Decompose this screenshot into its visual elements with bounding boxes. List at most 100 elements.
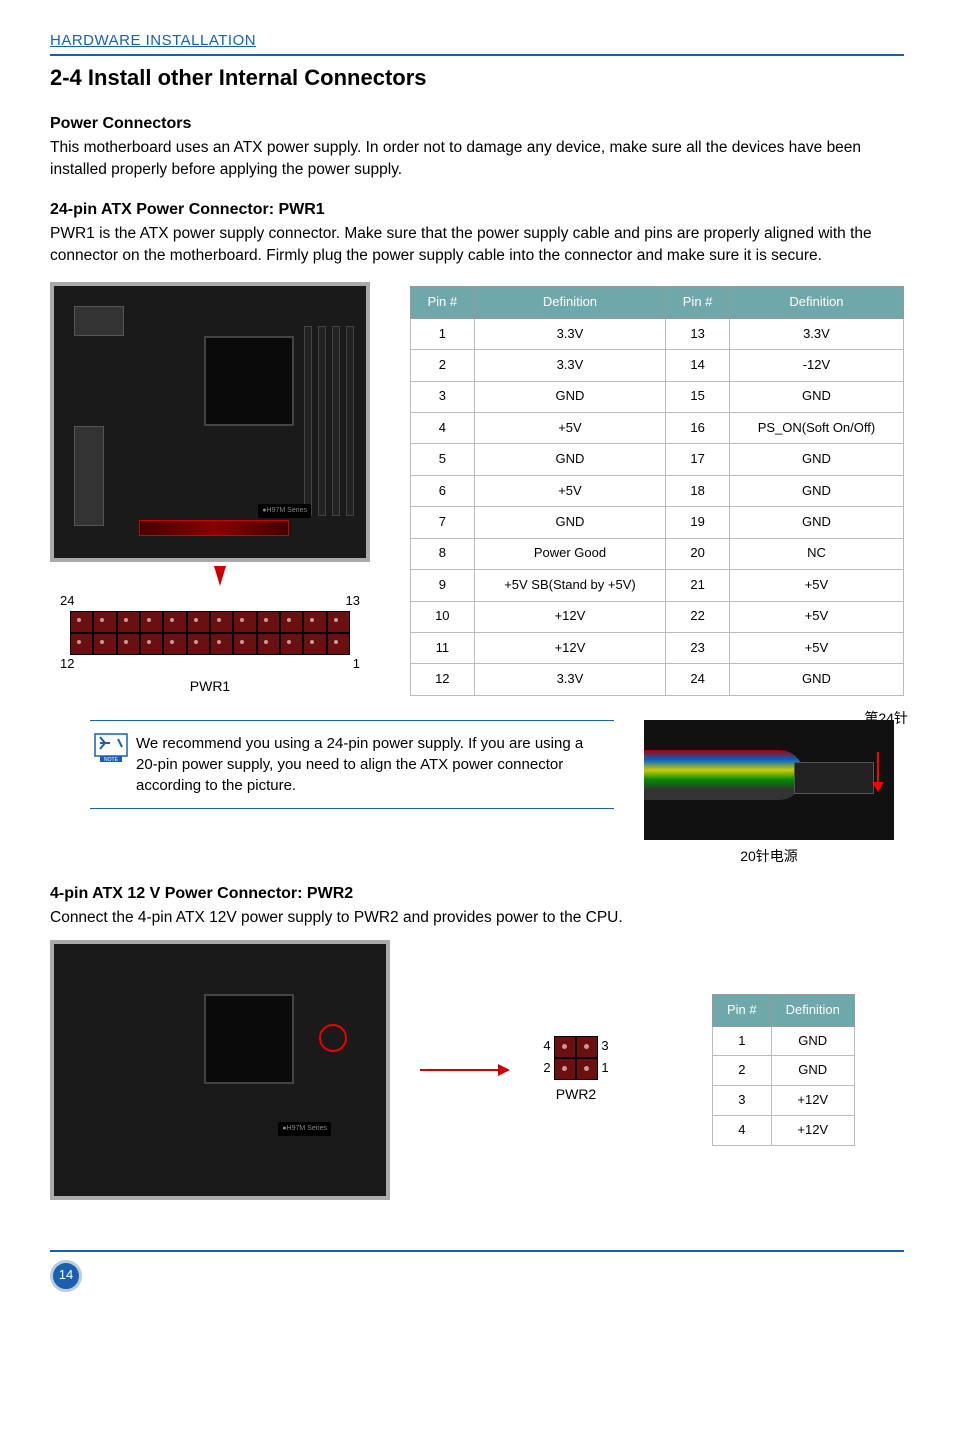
pwr2-connector-diagram: 4 3 2 1 PWR2 xyxy=(540,1036,612,1104)
note-icon: NOTE xyxy=(94,733,128,763)
table-cell: 2 xyxy=(411,350,475,381)
table-cell: 23 xyxy=(666,632,730,663)
table-header: Definition xyxy=(729,286,903,318)
table-cell: 6 xyxy=(411,475,475,506)
table-row: 5GND17GND xyxy=(411,444,904,475)
pwr2-caption: PWR2 xyxy=(540,1084,612,1104)
section-header: HARDWARE INSTALLATION xyxy=(50,30,904,56)
page-title: 2-4 Install other Internal Connectors xyxy=(50,62,904,94)
cable-photo xyxy=(644,720,894,840)
table-cell: 9 xyxy=(411,570,475,601)
table-header: Pin # xyxy=(666,286,730,318)
table-cell: 5 xyxy=(411,444,475,475)
motherboard-image-pwr2: ●H97M Series xyxy=(50,940,390,1200)
pwr2-pin-table: Pin #Definition 1GND2GND3+12V4+12V xyxy=(712,994,855,1146)
arrow-right-icon xyxy=(420,1064,510,1076)
note-section: NOTE We recommend you using a 24-pin pow… xyxy=(50,720,904,866)
table-header: Definition xyxy=(771,994,854,1026)
table-cell: 1 xyxy=(411,318,475,349)
table-row: 1GND xyxy=(713,1026,855,1056)
cable-column: 第24针 20针电源 xyxy=(634,720,904,866)
pwr1-caption: PWR1 xyxy=(50,676,370,696)
pin-label-1: 1 xyxy=(353,655,360,674)
table-cell: 11 xyxy=(411,632,475,663)
motherboard-image-pwr1: ●H97M Series xyxy=(50,282,370,562)
table-cell: NC xyxy=(729,538,903,569)
pwr1-heading: 24-pin ATX Power Connector: PWR1 xyxy=(50,198,904,221)
table-cell: 14 xyxy=(666,350,730,381)
table-cell: +5V SB(Stand by +5V) xyxy=(474,570,666,601)
table-cell: +12V xyxy=(771,1086,854,1116)
table-cell: +5V xyxy=(474,413,666,444)
table-cell: GND xyxy=(729,507,903,538)
table-row: 8Power Good20NC xyxy=(411,538,904,569)
table-cell: 24 xyxy=(666,664,730,696)
table-cell: 15 xyxy=(666,381,730,412)
svg-text:NOTE: NOTE xyxy=(104,757,119,763)
table-row: 2GND xyxy=(713,1056,855,1086)
table-cell: 3.3V xyxy=(474,664,666,696)
pwr2-pin-4: 4 xyxy=(540,1037,554,1056)
table-row: 11+12V23+5V xyxy=(411,632,904,663)
pin-label-13: 13 xyxy=(346,592,360,611)
table-cell: GND xyxy=(771,1056,854,1086)
table-cell: 3.3V xyxy=(474,318,666,349)
table-cell: 12 xyxy=(411,664,475,696)
table-cell: GND xyxy=(729,381,903,412)
table-cell: Power Good xyxy=(474,538,666,569)
table-row: 4+12V xyxy=(713,1116,855,1146)
table-cell: +12V xyxy=(474,601,666,632)
note-text: We recommend you using a 24-pin power su… xyxy=(136,733,606,796)
table-row: 23.3V14-12V xyxy=(411,350,904,381)
table-cell: 19 xyxy=(666,507,730,538)
pwr2-pin-3: 3 xyxy=(598,1037,612,1056)
table-cell: 2 xyxy=(713,1056,772,1086)
table-row: 6+5V18GND xyxy=(411,475,904,506)
table-row: 123.3V24GND xyxy=(411,664,904,696)
page-number-badge: 14 xyxy=(50,1260,82,1292)
table-cell: GND xyxy=(474,381,666,412)
pwr1-connector-diagram: 24 13 12 1 PWR1 xyxy=(50,592,370,696)
table-cell: 1 xyxy=(713,1026,772,1056)
table-header: Definition xyxy=(474,286,666,318)
table-header: Pin # xyxy=(713,994,772,1026)
table-cell: GND xyxy=(771,1026,854,1056)
table-cell: PS_ON(Soft On/Off) xyxy=(729,413,903,444)
arrow-down-icon xyxy=(214,566,226,586)
table-cell: GND xyxy=(729,664,903,696)
table-cell: 8 xyxy=(411,538,475,569)
table-cell: +5V xyxy=(474,475,666,506)
table-cell: 4 xyxy=(411,413,475,444)
pwr1-diagram-column: ●H97M Series 24 13 12 1 PWR1 xyxy=(50,282,390,696)
table-cell: 16 xyxy=(666,413,730,444)
pin-label-12: 12 xyxy=(60,655,74,674)
table-cell: GND xyxy=(729,475,903,506)
pwr2-row: ●H97M Series 4 3 2 1 PWR2 Pin #Definitio… xyxy=(50,940,904,1200)
table-cell: GND xyxy=(474,444,666,475)
table-cell: +12V xyxy=(771,1116,854,1146)
pwr2-text: Connect the 4-pin ATX 12V power supply t… xyxy=(50,907,904,929)
table-cell: +12V xyxy=(474,632,666,663)
pwr1-pin-table: Pin #DefinitionPin #Definition 13.3V133.… xyxy=(410,286,904,696)
cable-caption: 20针电源 xyxy=(634,846,904,866)
table-row: 3+12V xyxy=(713,1086,855,1116)
pwr1-row: ●H97M Series 24 13 12 1 PWR1 Pin #Defini… xyxy=(50,282,904,696)
table-cell: 18 xyxy=(666,475,730,506)
pwr1-highlight xyxy=(139,520,289,536)
table-cell: +5V xyxy=(729,632,903,663)
mobo-series-label-2: ●H97M Series xyxy=(278,1122,331,1136)
power-connectors-heading: Power Connectors xyxy=(50,112,904,135)
table-cell: +5V xyxy=(729,570,903,601)
mobo-series-label: ●H97M Series xyxy=(258,504,311,518)
table-cell: GND xyxy=(474,507,666,538)
table-cell: 4 xyxy=(713,1116,772,1146)
pwr2-highlight-circle xyxy=(319,1024,347,1052)
table-cell: 3.3V xyxy=(474,350,666,381)
note-box: NOTE We recommend you using a 24-pin pow… xyxy=(90,720,614,809)
table-row: 4+5V16PS_ON(Soft On/Off) xyxy=(411,413,904,444)
table-cell: 21 xyxy=(666,570,730,601)
table-header: Pin # xyxy=(411,286,475,318)
table-cell: 10 xyxy=(411,601,475,632)
pwr2-pin-1: 1 xyxy=(598,1059,612,1078)
power-connectors-text: This motherboard uses an ATX power suppl… xyxy=(50,137,904,182)
